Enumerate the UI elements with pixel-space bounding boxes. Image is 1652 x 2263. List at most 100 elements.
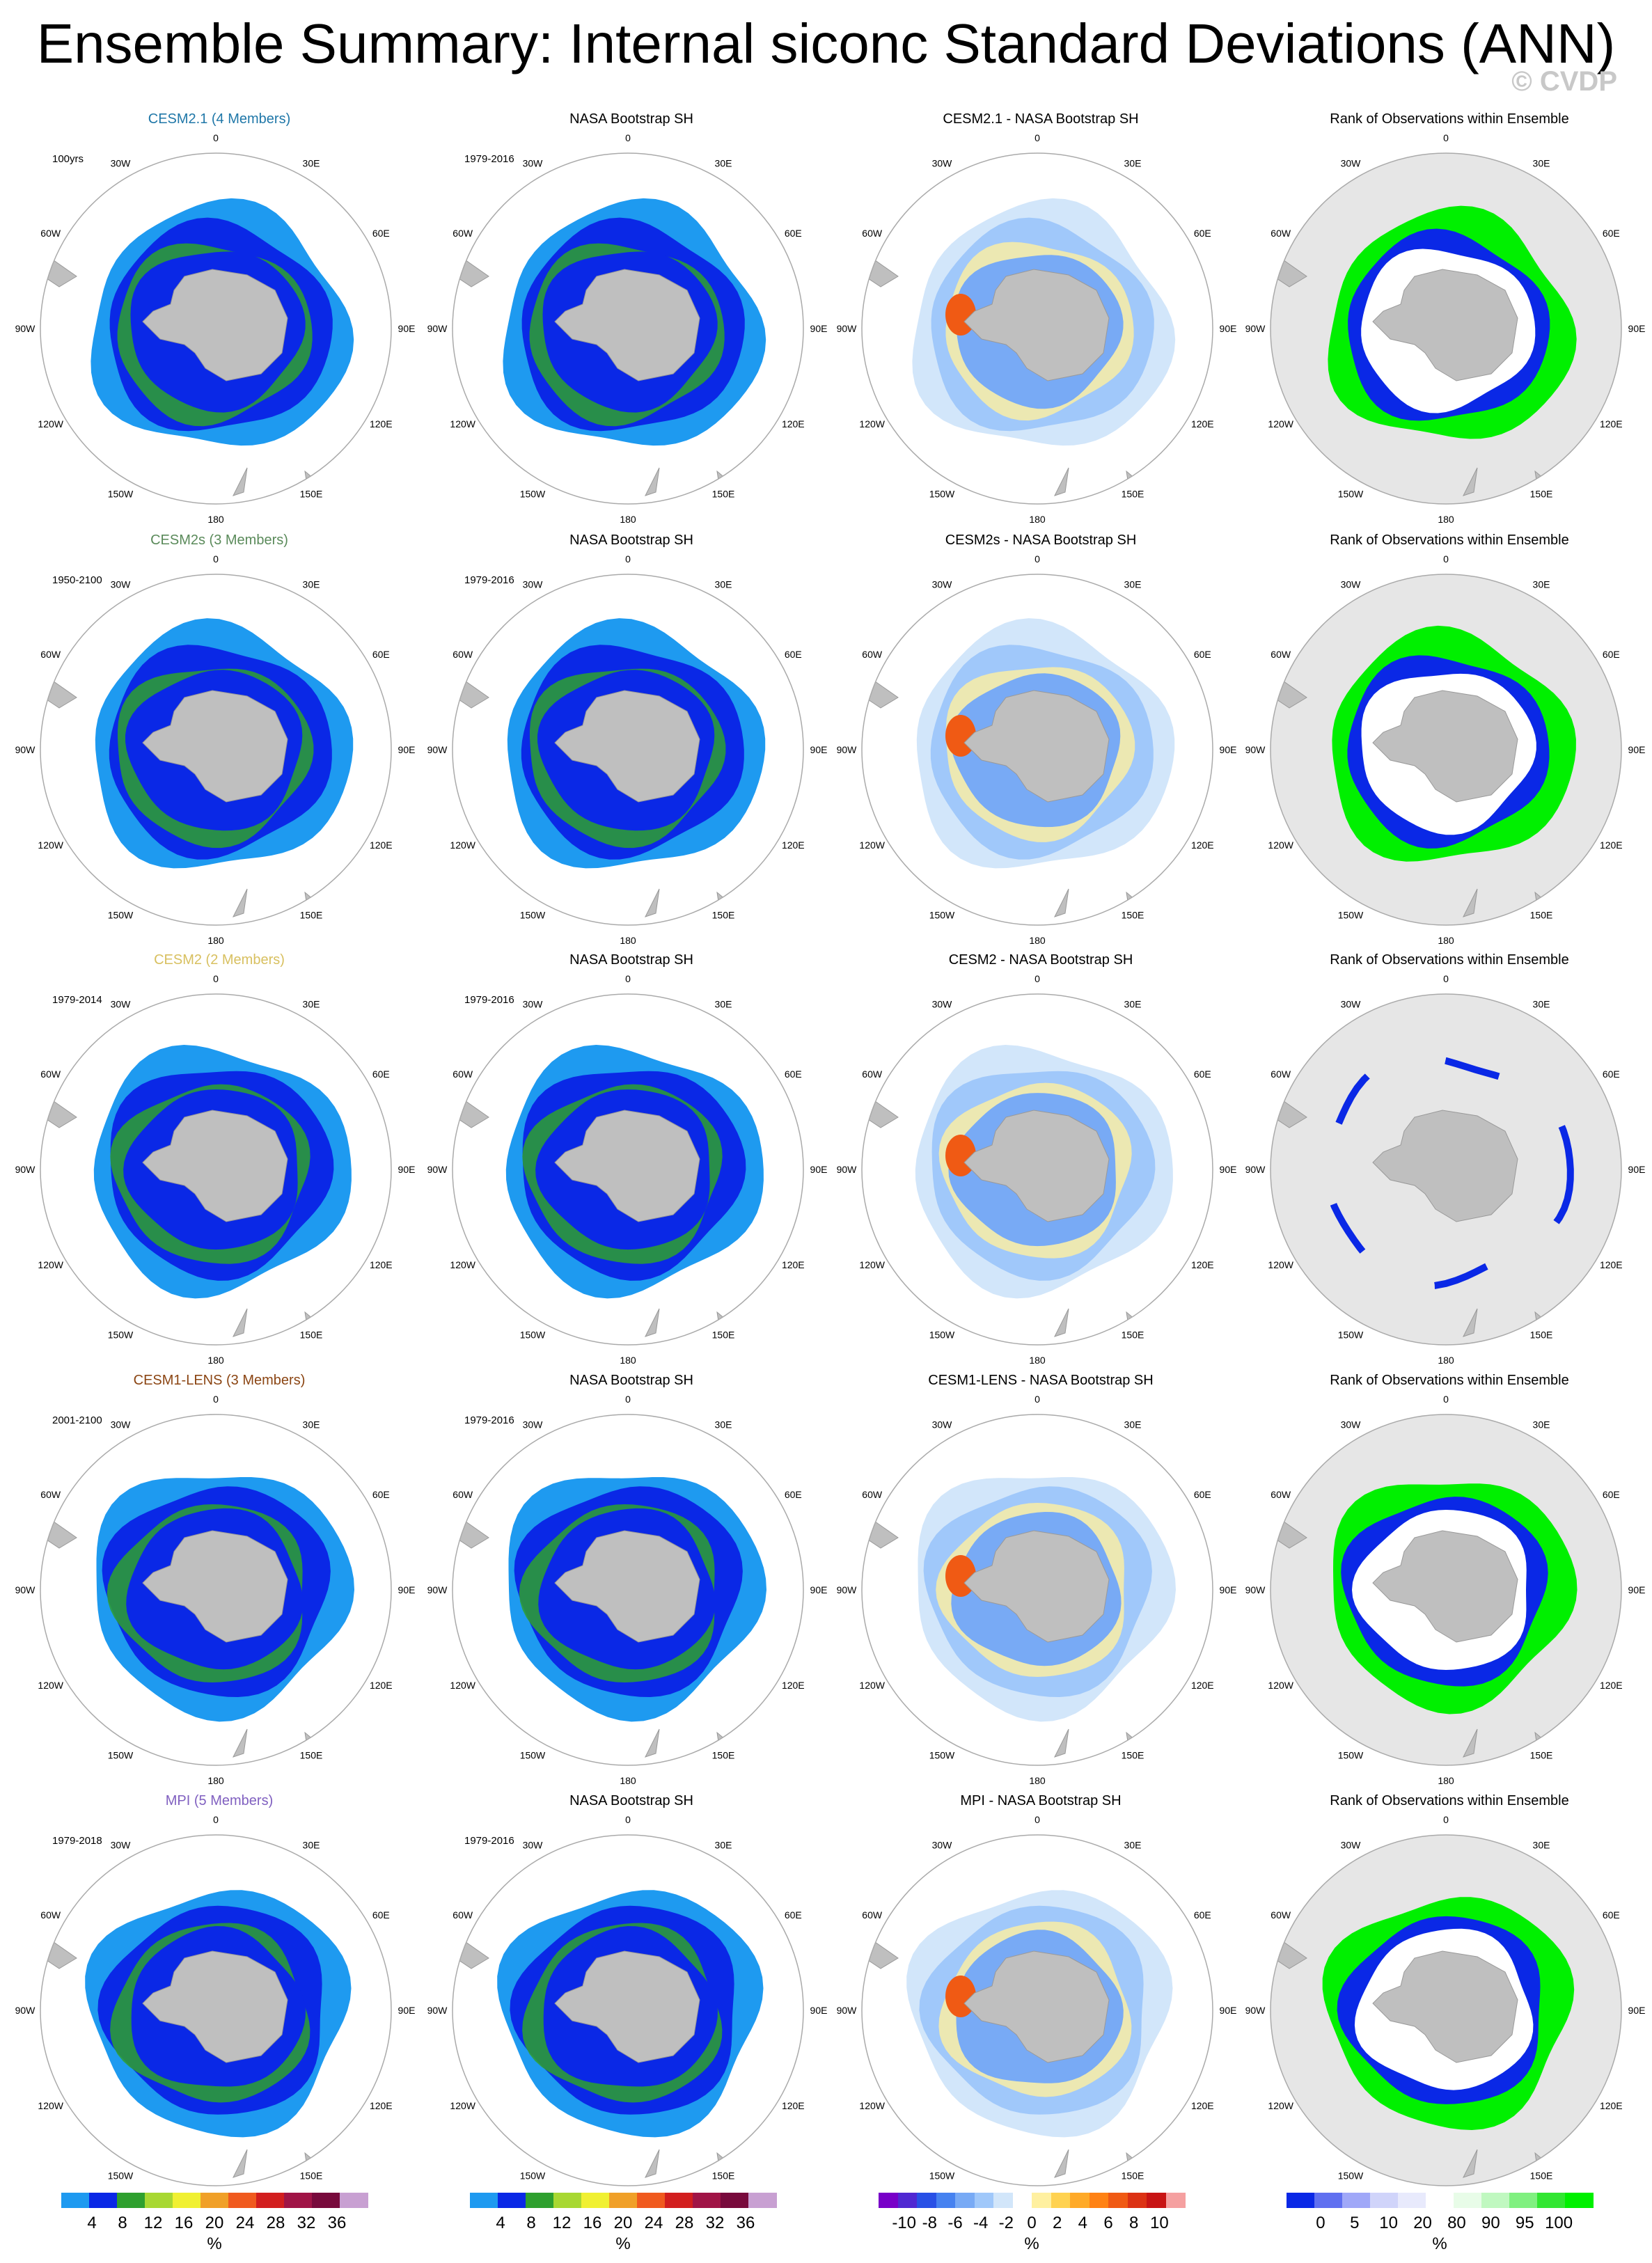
lon-label-nw60: 60W [1271, 228, 1291, 239]
lon-label-se150: 150E [1122, 2170, 1144, 2181]
lon-label-se120: 120E [782, 1259, 805, 1270]
colorbar-unit: % [615, 2234, 631, 2253]
lon-label-e90: 90E [1628, 1164, 1646, 1175]
model-title: MPI (5 Members) [165, 1793, 274, 1808]
lon-label-se150: 150E [1530, 1329, 1553, 1340]
lon-label-n: 0 [1035, 973, 1040, 984]
lon-label-nw60: 60W [1271, 1909, 1291, 1921]
lon-label-nw60: 60W [1271, 1069, 1291, 1080]
colorbar-cell [1398, 2193, 1426, 2208]
colorbar-cell [173, 2193, 201, 2208]
lon-label-se150: 150E [1122, 909, 1144, 920]
lon-label-w90: 90W [1245, 1164, 1266, 1175]
lon-label-n: 0 [213, 553, 219, 565]
obs-panel-row-5: NASA Bootstrap SH 1979-2016 0 30E 60E 90E 120E… [426, 1793, 837, 2214]
lon-label-se120: 120E [782, 418, 805, 429]
colorbar-tick-label: 8 [1128, 2214, 1139, 2232]
lon-label-se150: 150E [1530, 1749, 1553, 1760]
lon-label-se120: 120E [1600, 839, 1623, 851]
lon-label-ne30: 30E [715, 999, 732, 1010]
model-title: CESM1-LENS (3 Members) [133, 1373, 306, 1388]
obs-panel-row-1: NASA Bootstrap SH 1979-2016 0 30E 60E 90E 120E… [426, 111, 837, 533]
lon-label-sw150: 150W [929, 1329, 955, 1340]
lon-label-ne60: 60E [1603, 1069, 1620, 1080]
lon-label-e90: 90E [398, 1164, 416, 1175]
rank-panel-row-2: Rank of Observations within Ensemble 0 30E… [1244, 533, 1652, 954]
lon-label-nw30: 30W [932, 1840, 953, 1851]
colorbar-cell [879, 2193, 898, 2208]
obs-title: NASA Bootstrap SH [569, 1793, 693, 1808]
colorbar-tick-label: 90 [1481, 2214, 1500, 2232]
lon-label-nw30: 30W [111, 1419, 132, 1430]
diff-map: 0 30E 60E 90E 120E 150E 180 150W 120W 90W 60W 30W [837, 132, 1237, 525]
lon-label-ne30: 30E [715, 1419, 732, 1430]
lon-label-se120: 120E [370, 839, 393, 851]
lon-label-se150: 150E [1530, 2170, 1553, 2181]
diff-title: CESM2s - NASA Bootstrap SH [945, 533, 1137, 548]
lon-label-ne30: 30E [715, 1840, 732, 1851]
lon-label-e90: 90E [1628, 744, 1646, 755]
lon-label-sw150: 150W [929, 909, 955, 920]
colorbar-unit: % [1024, 2234, 1039, 2253]
lon-label-sw120: 120W [859, 418, 885, 429]
lon-label-ne30: 30E [1124, 579, 1142, 590]
lon-label-w90: 90W [837, 2005, 858, 2016]
lon-label-n: 0 [1035, 132, 1040, 143]
lon-label-sw150: 150W [520, 1329, 546, 1340]
period-label: 1979-2016 [464, 1835, 514, 1847]
lon-label-ne60: 60E [1194, 1909, 1211, 1921]
lon-label-se120: 120E [1600, 418, 1623, 429]
lon-label-se120: 120E [370, 418, 393, 429]
lon-label-nw60: 60W [40, 1909, 61, 1921]
lon-label-nw60: 60W [862, 649, 883, 660]
lon-label-n: 0 [213, 973, 219, 984]
lon-label-nw60: 60W [862, 1489, 883, 1500]
colorbar-tick-label: 12 [143, 2214, 163, 2232]
colorbar-tick-label: 80 [1447, 2214, 1466, 2232]
lon-label-ne30: 30E [303, 579, 320, 590]
colorbar-tick-label: 0 [1027, 2214, 1037, 2232]
lon-label-ne60: 60E [1194, 649, 1211, 660]
lon-label-nw30: 30W [523, 999, 544, 1010]
lon-label-nw30: 30W [1341, 1419, 1362, 1430]
colorbar-cell [974, 2193, 994, 2208]
colorbar-cell [665, 2193, 693, 2208]
lon-label-sw150: 150W [929, 488, 955, 499]
colorbar-tick-label: 20 [613, 2214, 633, 2232]
lon-label-sw120: 120W [859, 839, 885, 851]
rank-title: Rank of Observations within Ensemble [1330, 1373, 1569, 1388]
colorbar-tick-label: 2 [1052, 2214, 1062, 2232]
lon-label-w90: 90W [15, 744, 36, 755]
lon-label-w90: 90W [15, 1164, 36, 1175]
lon-label-e90: 90E [1220, 2005, 1237, 2016]
lon-label-n: 0 [1443, 132, 1449, 143]
colorbar-tick-label: 28 [266, 2214, 285, 2232]
lon-label-sw150: 150W [108, 488, 134, 499]
lon-label-se150: 150E [712, 909, 735, 920]
lon-label-se150: 150E [1122, 1329, 1144, 1340]
diff-title: MPI - NASA Bootstrap SH [960, 1793, 1122, 1808]
colorbar-cell [228, 2193, 257, 2208]
lon-label-ne30: 30E [715, 579, 732, 590]
colorbar-cell [1089, 2193, 1109, 2208]
colorbar-cell [721, 2193, 749, 2208]
lon-label-s: 180 [207, 1775, 224, 1786]
lon-label-nw60: 60W [862, 228, 883, 239]
lon-label-sw120: 120W [1268, 2100, 1293, 2111]
period-label: 1950-2100 [52, 574, 102, 586]
lon-label-se120: 120E [1191, 418, 1214, 429]
lon-label-ne60: 60E [1603, 228, 1620, 239]
period-label: 1979-2018 [52, 1835, 102, 1847]
lon-label-s: 180 [1029, 1355, 1046, 1366]
lon-label-sw150: 150W [520, 1749, 546, 1760]
lon-label-sw150: 150W [108, 1749, 134, 1760]
lon-label-n: 0 [213, 1394, 219, 1405]
period-label: 100yrs [52, 153, 84, 165]
colorbar-cell [1509, 2193, 1538, 2208]
lon-label-ne30: 30E [1124, 1840, 1142, 1851]
colorbar-cell [498, 2193, 526, 2208]
